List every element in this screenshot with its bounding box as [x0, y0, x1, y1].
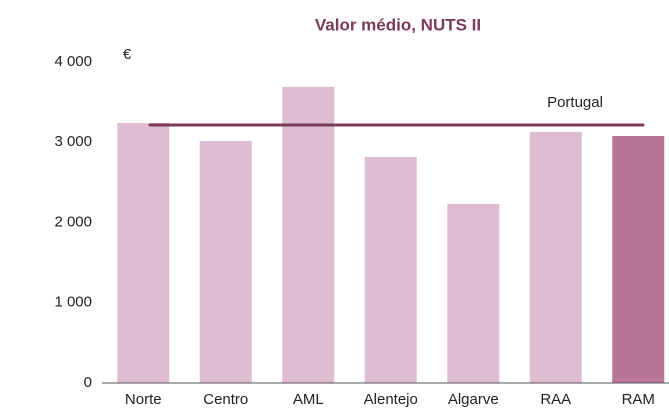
- y-tick-label: 3 000: [54, 133, 92, 150]
- y-axis-label: €: [123, 46, 132, 63]
- bar: [529, 131, 582, 383]
- bar: [364, 157, 417, 383]
- y-tick-label: 4 000: [54, 53, 92, 70]
- bar: [612, 135, 665, 383]
- x-tick-label: Alentejo: [364, 391, 418, 408]
- x-tick-label: Algarve: [448, 391, 499, 408]
- bar: [447, 204, 500, 383]
- bar: [117, 122, 170, 384]
- x-tick-label: Norte: [125, 391, 162, 408]
- y-tick-label: 2 000: [54, 213, 92, 230]
- reference-label: Portugal: [547, 94, 603, 111]
- x-tick-label: RAM: [622, 391, 655, 408]
- x-tick-label: AML: [293, 391, 324, 408]
- chart-title: Valor médio, NUTS II: [315, 15, 481, 34]
- bar: [199, 140, 252, 383]
- x-tick-label: Centro: [203, 391, 248, 408]
- bar: [282, 86, 335, 383]
- x-tick-label: RAA: [540, 391, 571, 408]
- y-tick-label: 1 000: [54, 294, 92, 311]
- y-tick-label: 0: [84, 374, 92, 391]
